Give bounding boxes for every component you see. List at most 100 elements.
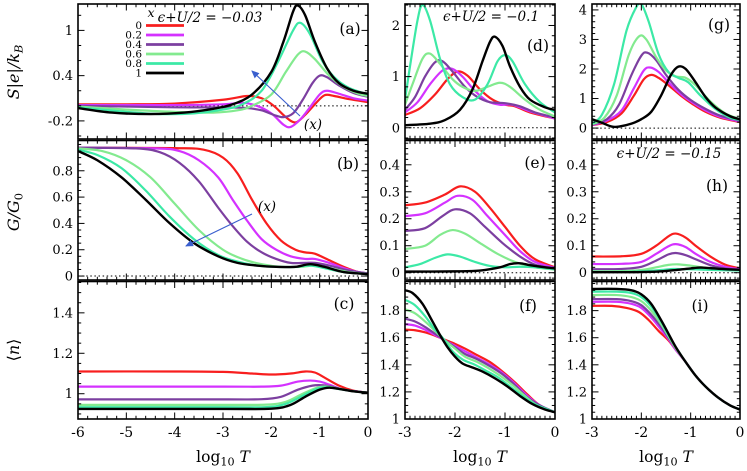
panel-i-ytick-1.8: 1.8 — [566, 304, 587, 319]
panel-f-xtick-0: 0 — [551, 425, 560, 441]
panel-f: 1 1.2 1.4 1.6 1.8 -3 -2 -1 0 (f) — [379, 280, 559, 441]
panel-f-curves — [405, 289, 555, 414]
legend-label-0: 0 — [135, 20, 142, 32]
panel-g-ytick-0: 0 — [579, 122, 587, 137]
ylabel-conductance: G/G0 — [4, 193, 26, 231]
panel-f-xtick--2: -2 — [448, 425, 462, 441]
panel-c-ytick-1.2: 1.2 — [52, 347, 73, 362]
panel-a-series-x0.2 — [78, 89, 368, 129]
panel-h: 0 0.1 0.2 0.3 0.4 (h) ϵ+U/2 = −0.15 — [566, 139, 741, 281]
panel-h-ytick-0: 0 — [579, 266, 587, 281]
panel-b-ytick-labels: 0 0.2 0.4 0.6 0.8 — [52, 164, 73, 284]
panel-h-ytick-0.2: 0.2 — [566, 212, 587, 227]
panel-h-series-x0 — [592, 232, 740, 270]
panel-e-ytick-labels: 0 0.1 0.2 0.3 0.4 — [379, 158, 400, 281]
panel-i-series-x0.8 — [592, 290, 740, 411]
panel-e-ytick-0.2: 0.2 — [379, 212, 400, 227]
panel-f-xtick--1: -1 — [498, 425, 512, 441]
panel-f-ytick-1.6: 1.6 — [379, 331, 400, 346]
panel-i-series-x0 — [592, 304, 740, 411]
xaxis-title-col3: log10 T — [639, 448, 694, 468]
legend-title: x — [147, 5, 154, 20]
panel-d-series-x0.6 — [405, 52, 555, 118]
ylabel-occupation: ⟨n⟩ — [4, 339, 23, 362]
panel-c-ticks — [77, 281, 369, 419]
panel-a: -0.2 0.4 1 (a) ϵ+U/2 = −0.03 (x) — [48, 3, 369, 140]
panel-e-ytick-0: 0 — [392, 266, 400, 281]
panel-a-ytick--0.2: -0.2 — [48, 114, 73, 129]
panel-d-param-label: ϵ+U/2 = −0.1 — [443, 9, 539, 25]
legend-label-0.2: 0.2 — [125, 30, 142, 42]
panel-i-series-x1 — [592, 287, 740, 411]
panel-d-series-x0.4 — [405, 59, 555, 119]
panel-e-ticks — [404, 140, 556, 280]
panel-c-xtick-0: 0 — [364, 425, 373, 441]
panel-c-series-x0 — [78, 370, 368, 394]
panel-g-series-x0.2 — [592, 66, 740, 127]
panel-h-param-label: ϵ+U/2 = −0.15 — [617, 146, 722, 162]
xaxis-title-col2: log10 T — [453, 448, 508, 468]
panel-g-ytick-labels: 0 1 2 3 4 — [579, 3, 587, 136]
panel-d-letter: (d) — [527, 37, 549, 55]
ylabel-thermopower: S|e|/kB — [4, 45, 26, 100]
panel-c-letter: (c) — [334, 295, 355, 313]
panel-i-xtick--1: -1 — [684, 425, 698, 441]
panel-h-curves — [592, 232, 740, 274]
panel-e-series-x1 — [405, 262, 555, 273]
panel-f-ytick-1.2: 1.2 — [379, 385, 400, 400]
panel-i-ytick-1.6: 1.6 — [566, 331, 587, 346]
panel-e-ytick-0.1: 0.1 — [379, 239, 400, 254]
panel-a-ytick-0.4: 0.4 — [52, 69, 73, 84]
panel-f-series-x0.8 — [405, 298, 555, 414]
panel-f-letter: (f) — [519, 297, 537, 315]
panel-i: 1 1.2 1.4 1.6 1.8 -3 -2 -1 0 (i) — [566, 280, 744, 441]
panel-g-ticks — [591, 3, 741, 139]
panel-b-series-x0.8 — [78, 148, 368, 276]
panel-b-series-x0 — [78, 146, 368, 275]
panel-f-xtick--3: -3 — [398, 425, 412, 441]
panel-d-ytick-1: 1 — [392, 70, 400, 85]
panel-h-series-x1 — [592, 266, 740, 274]
panel-i-xtick-0: 0 — [736, 425, 745, 441]
panel-f-ytick-1.4: 1.4 — [379, 358, 400, 373]
panel-d-series-x1 — [405, 35, 555, 127]
panel-c-xtick--3: -3 — [216, 425, 230, 441]
legend-label-0.8: 0.8 — [125, 58, 142, 70]
panel-i-series-x0.6 — [592, 293, 740, 411]
panel-b-series-x0.2 — [78, 146, 368, 275]
panel-b-curves — [78, 146, 368, 276]
panel-f-series-x1 — [405, 289, 555, 414]
panel-b-x-arrow — [185, 213, 253, 247]
xaxis-title-col1: log10 T — [196, 448, 251, 468]
panel-a-x-annotation: (x) — [251, 70, 322, 133]
panel-f-ytick-1.8: 1.8 — [379, 304, 400, 319]
panel-b-x-label: (x) — [258, 199, 276, 215]
panel-e-series-x0 — [405, 185, 555, 269]
panel-i-series-x0.4 — [592, 297, 740, 411]
panel-a-ticks — [77, 4, 369, 139]
panel-g-series-x0.4 — [592, 51, 740, 126]
panel-c-curves — [78, 370, 368, 411]
panel-i-xtick-labels: -3 -2 -1 0 — [585, 425, 744, 441]
panel-f-xtick-labels: -3 -2 -1 0 — [398, 425, 559, 441]
legend-label-0.6: 0.6 — [125, 49, 142, 61]
panel-i-xtick--3: -3 — [585, 425, 599, 441]
panel-c-xtick--5: -5 — [120, 425, 134, 441]
panel-e-letter: (e) — [524, 154, 545, 172]
panel-g-curves — [592, 4, 740, 129]
panel-e-series-x0.2 — [405, 194, 555, 269]
panel-b-ytick-0.4: 0.4 — [52, 217, 73, 232]
panel-h-series-x0.2 — [592, 242, 740, 271]
panel-h-ticks — [591, 140, 741, 280]
panel-e: 0 0.1 0.2 0.3 0.4 (e) — [379, 139, 556, 281]
panel-b-ytick-0: 0 — [65, 270, 73, 285]
panel-c-xtick--4: -4 — [168, 425, 182, 441]
panel-d-series-x0.8 — [405, 4, 555, 114]
panel-i-ytick-1.4: 1.4 — [566, 358, 587, 373]
panel-c-ytick-1: 1 — [65, 387, 73, 402]
panel-i-series-x0.2 — [592, 300, 740, 411]
panel-f-ticks — [404, 281, 556, 420]
panel-b: 0 0.2 0.4 0.6 0.8 (b) (x) — [52, 139, 369, 285]
